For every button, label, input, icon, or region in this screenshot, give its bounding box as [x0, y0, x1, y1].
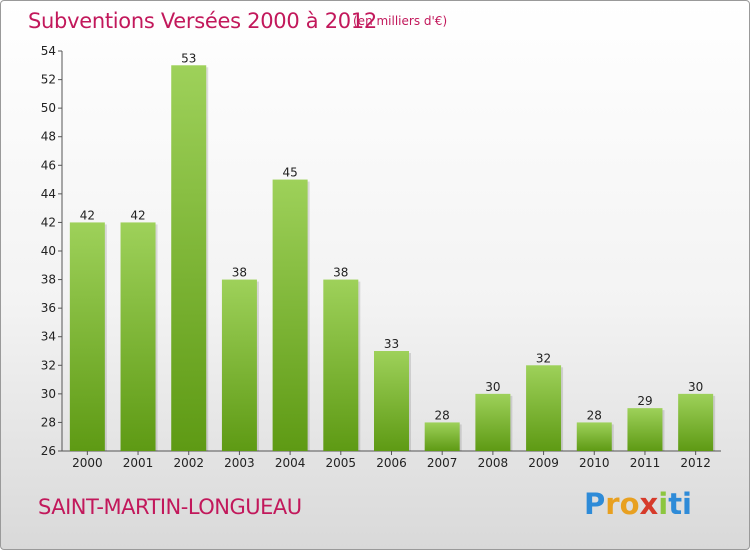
x-tick-label: 2007 [427, 456, 458, 470]
bar-2010 [576, 422, 612, 451]
chart-title: Subventions Versées 2000 à 2012 [28, 9, 377, 33]
y-tick-label: 32 [41, 358, 56, 372]
y-tick-label: 42 [41, 215, 56, 229]
value-label: 33 [384, 337, 399, 351]
x-tick-label: 2000 [72, 456, 103, 470]
x-tick-label: 2008 [478, 456, 509, 470]
value-label: 28 [587, 408, 602, 422]
y-tick-label: 48 [41, 130, 56, 144]
bar-2011 [627, 408, 663, 451]
value-label: 42 [130, 208, 145, 222]
x-tick-label: 2001 [123, 456, 154, 470]
y-tick-label: 44 [41, 187, 56, 201]
bar-2009 [526, 365, 562, 451]
value-label: 38 [333, 266, 348, 280]
x-tick-label: 2009 [528, 456, 559, 470]
y-tick-label: 54 [41, 44, 56, 58]
commune-name: SAINT-MARTIN-LONGUEAU [38, 495, 302, 519]
bar-2005 [323, 279, 359, 451]
bar-2004 [272, 179, 308, 452]
y-tick-label: 46 [41, 158, 56, 172]
y-tick-label: 34 [41, 330, 56, 344]
bar-2008 [475, 393, 511, 451]
bar-2007 [424, 422, 460, 451]
bar-2006 [374, 351, 409, 451]
bars [69, 65, 716, 452]
x-tick-label: 2002 [173, 456, 204, 470]
logo-letter: ti [668, 487, 692, 521]
y-tick-label: 28 [41, 415, 56, 429]
value-label: 30 [688, 380, 703, 394]
x-tick-label: 2005 [326, 456, 357, 470]
logo-letter: P [584, 487, 606, 521]
logo-letter: i [658, 487, 669, 521]
y-tick-label: 30 [41, 387, 56, 401]
x-tick-label: 2006 [376, 456, 407, 470]
value-label: 32 [536, 351, 551, 365]
y-tick-label: 40 [41, 244, 56, 258]
bar-2001 [120, 222, 156, 451]
logo-letter: o [619, 487, 640, 521]
value-label: 29 [637, 394, 652, 408]
logo-letter: x [639, 487, 659, 521]
value-label: 42 [80, 208, 95, 222]
value-label: 30 [485, 380, 500, 394]
logo-letter: r [605, 487, 620, 521]
bar-2003 [221, 279, 257, 451]
bar-2012 [678, 393, 714, 451]
x-tick-label: 2010 [579, 456, 610, 470]
x-tick-label: 2004 [275, 456, 306, 470]
bar-2000 [69, 222, 105, 451]
y-tick-label: 52 [41, 73, 56, 87]
value-label: 38 [232, 266, 247, 280]
x-tick-label: 2011 [630, 456, 661, 470]
bar-2002 [171, 65, 207, 452]
y-tick-label: 50 [41, 101, 56, 115]
value-label: 53 [181, 51, 196, 65]
chart-unit: (en milliers d'€) [353, 14, 448, 28]
value-labels: 42 42 53 38 45 38 33 28 30 32 28 29 30 [80, 51, 704, 422]
y-tick-label: 38 [41, 273, 56, 287]
y-tick-label: 36 [41, 301, 56, 315]
proxiti-logo: Proxiti [584, 487, 692, 521]
value-label: 45 [282, 166, 297, 180]
axes: 26 28 30 32 34 36 38 40 42 44 46 48 50 52 54 2000 2001 20… [41, 44, 721, 470]
x-tick-label: 2003 [224, 456, 255, 470]
x-tick-label: 2012 [680, 456, 711, 470]
y-tick-label: 26 [41, 444, 56, 458]
value-label: 28 [435, 408, 450, 422]
